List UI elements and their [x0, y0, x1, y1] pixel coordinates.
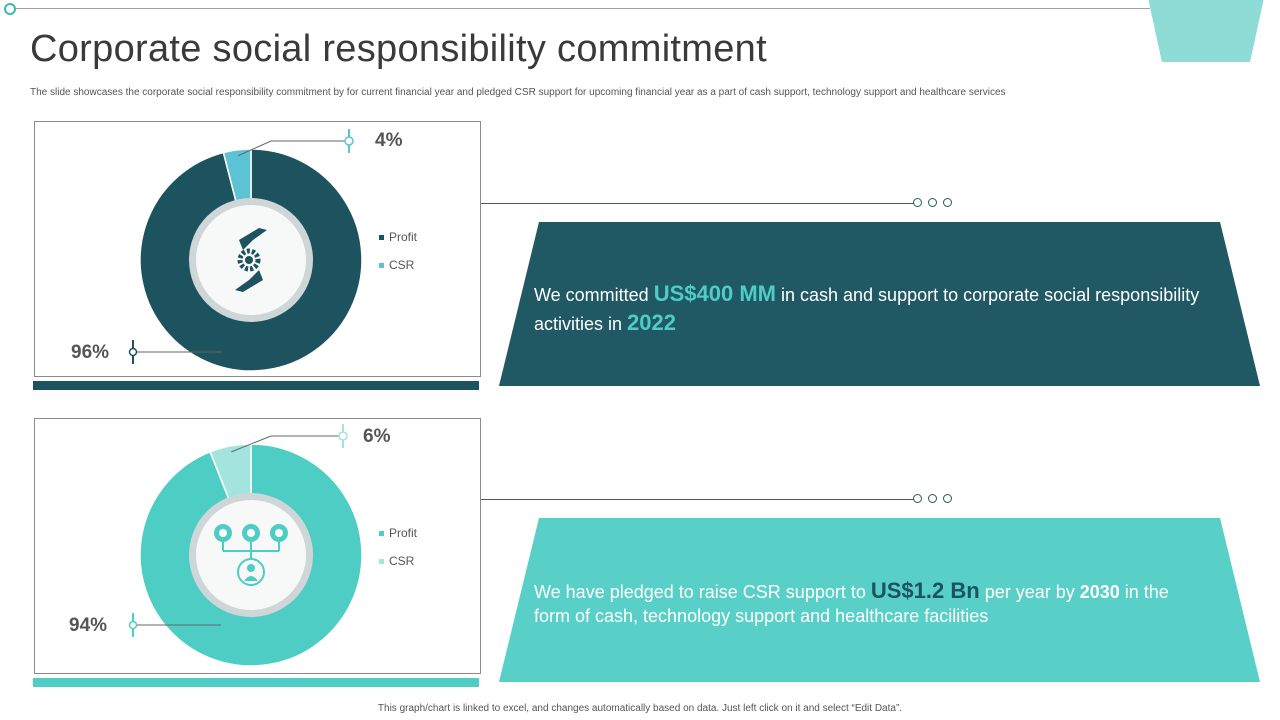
legend-swatch-profit [379, 530, 384, 536]
banner-commitment-2022: We committed US$400 MM in cash and suppo… [499, 222, 1260, 386]
banner-1-background [499, 222, 1260, 386]
chart-1-profit-label: 96% [71, 342, 110, 363]
legend-swatch-profit [379, 234, 384, 240]
chart-1-legend-csr: CSR [379, 258, 414, 272]
banner-1-year: 2022 [627, 310, 676, 335]
chart-2-tick-small-dot [338, 431, 348, 441]
chart-2-donut [128, 424, 363, 667]
slide-subtitle: The slide showcases the corporate social… [30, 87, 1006, 98]
chart-1-csr-label: 4% [375, 130, 403, 151]
banner-2-background [499, 518, 1260, 682]
chart-2-legend-csr: CSR [379, 554, 414, 568]
connector-line-2 [481, 499, 914, 500]
banner-pledge-2030: We have pledged to raise CSR support to … [499, 518, 1260, 682]
connector-dots-1 [913, 198, 952, 207]
chart-1-box[interactable]: 4% 96% Profit CSR [34, 121, 481, 377]
connector-line-1 [481, 203, 914, 204]
banner-1-amount: US$400 MM [653, 281, 776, 306]
banner-1-text: We committed US$400 MM in cash and suppo… [534, 281, 1200, 335]
legend-swatch-csr [379, 262, 384, 268]
legend-label: Profit [389, 230, 418, 244]
chart-1-tick-small-dot [344, 136, 354, 146]
top-rule-dot [4, 3, 16, 15]
chart-1-tick-big-dot [128, 347, 138, 357]
corner-hexagon [1148, 0, 1264, 62]
banner-2-amount: US$1.2 Bn [870, 578, 980, 603]
legend-label: CSR [389, 554, 415, 568]
banner-2-year: 2030 [1079, 582, 1120, 602]
chart-1-leader-small [237, 140, 349, 157]
top-rule [14, 8, 1150, 9]
legend-label: CSR [389, 258, 415, 272]
org-network-icon [214, 524, 288, 586]
hands-gear-icon [235, 228, 267, 292]
legend-label: Profit [389, 526, 418, 540]
chart-2-profit-label: 94% [69, 615, 108, 636]
banner-2-text: We have pledged to raise CSR support to … [534, 578, 1169, 627]
chart-2-leader-small [231, 435, 343, 453]
legend-swatch-csr [379, 558, 384, 564]
chart-1-legend-profit: Profit [379, 230, 417, 244]
chart-2-tick-big-dot [128, 620, 138, 630]
chart-1-donut [128, 129, 363, 372]
chart-2-box[interactable]: 6% 94% Profit CSR [34, 418, 481, 674]
chart-2-legend-profit: Profit [379, 526, 417, 540]
chart-2-underbar [33, 678, 479, 687]
connector-dots-2 [913, 494, 952, 503]
slide-title: Corporate social responsibility commitme… [30, 28, 767, 70]
chart-2-csr-label: 6% [363, 426, 391, 447]
chart-1-underbar [33, 381, 479, 390]
footer-note: This graph/chart is linked to excel, and… [377, 703, 903, 714]
